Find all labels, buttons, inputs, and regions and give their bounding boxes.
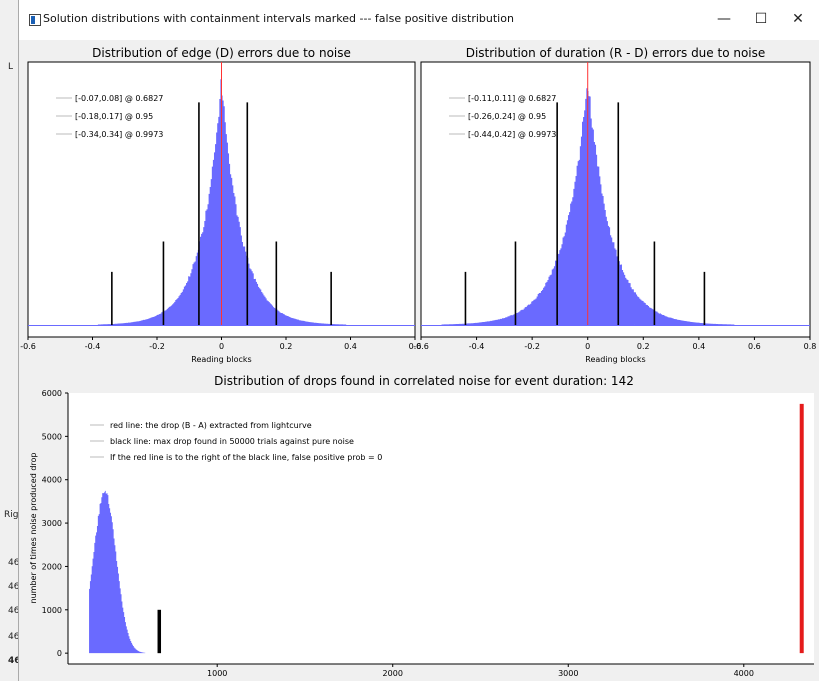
histogram-bars — [89, 490, 146, 654]
close-button[interactable]: ✕ — [792, 11, 804, 27]
y-tick-label: 1000 — [42, 606, 62, 615]
legend-entry: [-0.11,0.11] @ 0.6827 — [468, 94, 556, 103]
y-tick-label: 5000 — [42, 432, 62, 441]
chart-title: Distribution of duration (R - D) errors … — [466, 46, 766, 60]
chart-title: Distribution of edge (D) errors due to n… — [92, 46, 351, 60]
background-row-label: 46 — [8, 558, 20, 568]
y-tick-label: 3000 — [42, 519, 62, 528]
x-tick-label: 0 — [585, 342, 590, 351]
x-tick-label: 0.6 — [748, 342, 761, 351]
x-tick-label: 0.4 — [344, 342, 357, 351]
title-bar[interactable]: Solution distributions with containment … — [19, 0, 819, 40]
minimize-button[interactable]: — — [717, 11, 731, 27]
background-row-label: 46 — [8, 632, 20, 642]
edge-error-chart: Distribution of edge (D) errors due to n… — [20, 46, 421, 364]
y-tick-label: 0 — [57, 649, 62, 658]
x-tick-label: 0.2 — [637, 342, 650, 351]
x-axis-label: Reading blocks — [585, 355, 645, 364]
legend-entry: [-0.18,0.17] @ 0.95 — [75, 112, 153, 121]
legend-entry: red line: the drop (B - A) extracted fro… — [110, 421, 312, 430]
histogram-bars — [97, 79, 347, 325]
y-tick-label: 2000 — [42, 562, 62, 571]
x-tick-label: -0.2 — [524, 342, 540, 351]
x-tick-label: 1000 — [207, 669, 227, 678]
x-tick-label: -0.4 — [469, 342, 485, 351]
plot-area — [68, 393, 814, 664]
app-icon — [29, 14, 41, 26]
x-tick-label: -0.6 — [413, 342, 429, 351]
x-tick-label: 0 — [219, 342, 224, 351]
legend-entry: [-0.44,0.42] @ 0.9973 — [468, 130, 556, 139]
x-tick-label: 0.6 — [409, 342, 422, 351]
x-tick-label: -0.4 — [85, 342, 101, 351]
x-tick-label: 2000 — [383, 669, 403, 678]
x-tick-label: 0.4 — [692, 342, 705, 351]
maximize-button[interactable]: ☐ — [754, 11, 768, 27]
legend-entry: [-0.07,0.08] @ 0.6827 — [75, 94, 163, 103]
background-row-label: 46 — [8, 606, 20, 616]
background-row-label: 46 — [8, 656, 21, 666]
legend-entry: If the red line is to the right of the b… — [110, 453, 382, 462]
x-tick-label: -0.2 — [149, 342, 165, 351]
y-tick-label: 6000 — [42, 389, 62, 398]
legend-entry: [-0.26,0.24] @ 0.95 — [468, 112, 546, 121]
x-tick-label: 4000 — [734, 669, 754, 678]
drop-distribution-chart: Distribution of drops found in correlate… — [29, 374, 814, 678]
chart-title: Distribution of drops found in correlate… — [214, 374, 634, 388]
y-axis-label: number of times noise produced drop — [29, 453, 38, 604]
x-axis-label: Reading blocks — [191, 355, 251, 364]
duration-error-chart: Distribution of duration (R - D) errors … — [413, 46, 816, 364]
window-title: Solution distributions with containment … — [43, 12, 514, 25]
x-tick-label: 0.2 — [280, 342, 293, 351]
y-tick-label: 4000 — [42, 476, 62, 485]
x-tick-label: 0.8 — [804, 342, 817, 351]
background-app-side-label: Rig — [4, 510, 19, 520]
legend-entry: [-0.34,0.34] @ 0.9973 — [75, 130, 163, 139]
background-app-label: L — [8, 62, 14, 72]
legend-entry: black line: max drop found in 50000 tria… — [110, 437, 354, 446]
background-row-label: 46 — [8, 582, 20, 592]
x-tick-label: -0.6 — [20, 342, 36, 351]
x-tick-label: 3000 — [558, 669, 578, 678]
